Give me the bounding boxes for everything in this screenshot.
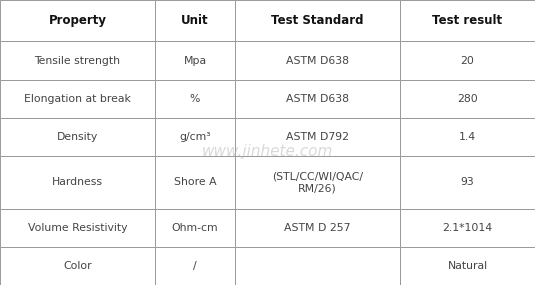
Bar xyxy=(400,42,535,80)
Text: 280: 280 xyxy=(457,94,478,104)
Bar xyxy=(400,247,535,285)
Bar xyxy=(155,156,235,209)
Text: Density: Density xyxy=(57,132,98,142)
Text: ASTM D792: ASTM D792 xyxy=(286,132,349,142)
Bar xyxy=(0,156,155,209)
Bar xyxy=(235,209,400,247)
Bar xyxy=(235,42,400,80)
Bar xyxy=(235,118,400,156)
Text: Mpa: Mpa xyxy=(184,56,207,66)
Bar xyxy=(400,118,535,156)
Bar xyxy=(155,80,235,118)
Bar xyxy=(235,80,400,118)
Text: ASTM D638: ASTM D638 xyxy=(286,56,349,66)
Text: Volume Resistivity: Volume Resistivity xyxy=(28,223,127,233)
Text: Unit: Unit xyxy=(181,14,209,27)
Text: Ohm-cm: Ohm-cm xyxy=(172,223,218,233)
Bar xyxy=(400,209,535,247)
Text: (STL/CC/WI/QAC/
RM/26): (STL/CC/WI/QAC/ RM/26) xyxy=(272,171,363,194)
Text: 1.4: 1.4 xyxy=(459,132,476,142)
Bar xyxy=(155,209,235,247)
Text: 2.1*1014: 2.1*1014 xyxy=(442,223,493,233)
Bar xyxy=(155,118,235,156)
Bar xyxy=(155,42,235,80)
Text: 20: 20 xyxy=(461,56,475,66)
Text: Tensile strength: Tensile strength xyxy=(34,56,120,66)
Text: Test Standard: Test Standard xyxy=(271,14,364,27)
Text: Hardness: Hardness xyxy=(52,177,103,187)
Bar xyxy=(155,0,235,42)
Text: www.jinhete.com: www.jinhete.com xyxy=(202,144,333,158)
Text: ASTM D 257: ASTM D 257 xyxy=(284,223,351,233)
Bar xyxy=(400,156,535,209)
Text: Property: Property xyxy=(49,14,106,27)
Bar xyxy=(0,80,155,118)
Text: %: % xyxy=(190,94,200,104)
Text: Color: Color xyxy=(63,261,92,271)
Text: 93: 93 xyxy=(461,177,475,187)
Text: ASTM D638: ASTM D638 xyxy=(286,94,349,104)
Bar xyxy=(400,80,535,118)
Text: g/cm³: g/cm³ xyxy=(179,132,211,142)
Bar xyxy=(155,247,235,285)
Bar xyxy=(0,0,155,42)
Bar xyxy=(235,0,400,42)
Bar xyxy=(0,42,155,80)
Bar xyxy=(0,247,155,285)
Text: /: / xyxy=(193,261,197,271)
Text: Shore A: Shore A xyxy=(174,177,216,187)
Bar xyxy=(235,247,400,285)
Bar xyxy=(400,0,535,42)
Text: Elongation at break: Elongation at break xyxy=(24,94,131,104)
Bar xyxy=(0,118,155,156)
Bar xyxy=(0,209,155,247)
Text: Natural: Natural xyxy=(447,261,487,271)
Bar xyxy=(235,156,400,209)
Text: Test result: Test result xyxy=(432,14,502,27)
